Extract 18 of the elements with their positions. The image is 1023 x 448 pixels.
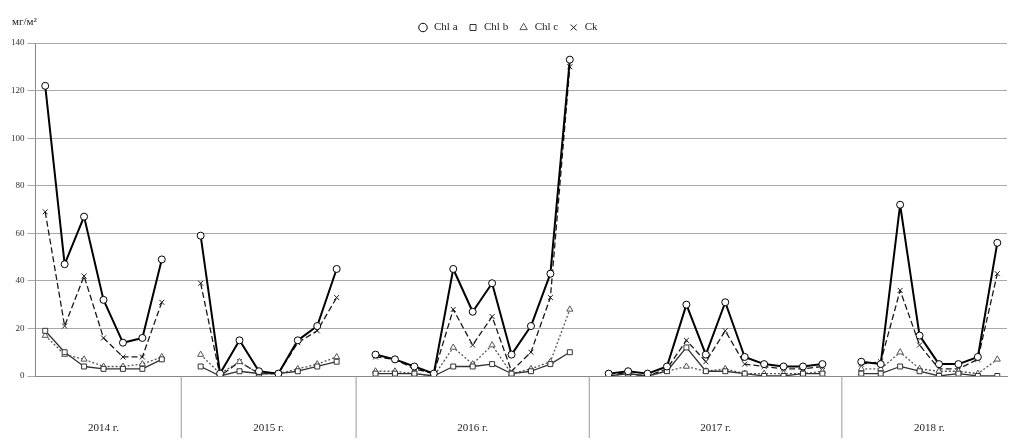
text: 2014 г. — [88, 420, 120, 433]
text: 2017 г. — [700, 420, 732, 433]
y-axis-title: мг/м² — [12, 14, 38, 27]
y-tick-label: 40 — [15, 275, 25, 286]
y-tick-label: 0 — [20, 370, 25, 381]
text: 2015 г. — [253, 420, 285, 433]
y-tick-label: 20 — [15, 322, 25, 333]
legend-label: Ck — [584, 20, 599, 33]
legend-label: Chl c — [534, 20, 559, 33]
y-tick-label: 140 — [11, 37, 25, 48]
y-tick-label: 60 — [15, 227, 25, 238]
text: 2016 г. — [457, 420, 489, 433]
y-tick-label: 120 — [11, 84, 25, 95]
legend-label: Chl a — [433, 20, 458, 33]
text: 2018 г. — [913, 420, 945, 433]
y-tick-label: 80 — [15, 180, 25, 191]
legend-label: Chl b — [484, 20, 509, 33]
y-tick-label: 100 — [11, 132, 25, 143]
